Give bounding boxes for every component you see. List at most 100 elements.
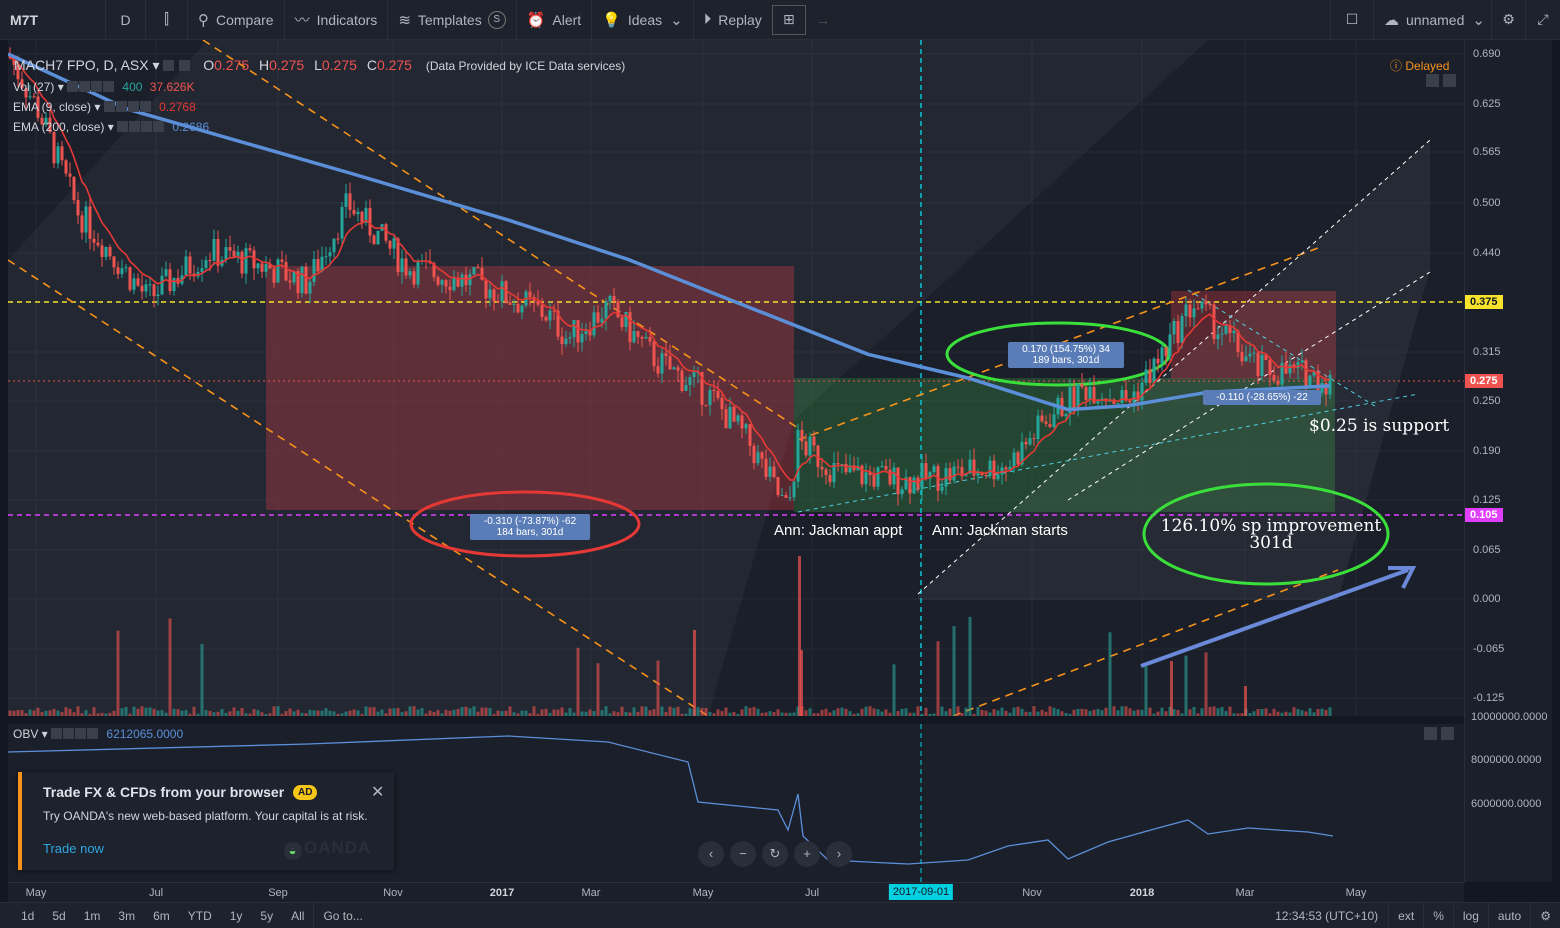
fullscreen-select-button[interactable]: ⊞ (771, 4, 806, 35)
delete-icon[interactable] (75, 728, 87, 739)
pane-splitter[interactable] (8, 716, 1464, 724)
log-toggle[interactable]: log (1452, 902, 1488, 928)
volume-bar (284, 711, 288, 716)
candle-body (1128, 400, 1132, 403)
replay-button[interactable]: ⏵ Replay (694, 0, 772, 40)
go-to-button[interactable]: Go to... (313, 902, 371, 928)
volume-bar (648, 710, 652, 716)
legend-eye-icon[interactable] (163, 60, 175, 71)
range-1y[interactable]: 1y (229, 908, 243, 923)
chevron-down-icon[interactable]: ▾ (148, 57, 164, 73)
price-chart-pane[interactable]: MACH7 FPO, D, ASX ▾ O0.275 H0.275 L0.275… (8, 40, 1464, 716)
range-5y[interactable]: 5y (260, 908, 274, 923)
candle-body (60, 146, 64, 161)
auto-toggle[interactable]: auto (1487, 902, 1530, 928)
ideas-button[interactable]: 💡 Ideas ⌄ (592, 0, 694, 40)
recent-downtrend (1187, 289, 1379, 409)
close-icon[interactable] (139, 101, 151, 112)
candle-body (80, 215, 84, 233)
obv-name[interactable]: OBV (13, 727, 39, 741)
compare-button[interactable]: ⚲ Compare (188, 0, 285, 40)
close-icon[interactable] (153, 121, 165, 132)
forward-arrow-button[interactable]: → (815, 11, 830, 28)
arrow-down-icon[interactable] (1443, 74, 1457, 87)
obv-pane-controls[interactable] (1424, 727, 1455, 742)
close-icon[interactable] (103, 81, 115, 92)
volume-bar (276, 706, 280, 716)
delete-icon[interactable] (141, 121, 153, 132)
templates-button[interactable]: ≋ Templates S (388, 0, 517, 40)
measure-down-label[interactable]: -0.310 (-73.87%) -62 184 bars, 301d (470, 514, 590, 540)
delete-icon[interactable] (127, 101, 139, 112)
snapshot-button[interactable]: ☐ (1330, 0, 1374, 40)
range-6m[interactable]: 6m (153, 908, 170, 923)
range-ytd[interactable]: YTD (187, 908, 212, 923)
expand-button[interactable]: ⤢ (1526, 0, 1560, 40)
oanda-logo[interactable]: ◒ OANDA (284, 838, 371, 860)
alert-button[interactable]: ⏰ Alert (517, 0, 593, 40)
ema9-name[interactable]: EMA (9, close) (13, 100, 92, 114)
chart-style-button[interactable]: ⫿ (146, 0, 188, 40)
arrow-down-icon[interactable] (1426, 74, 1439, 87)
gear-icon[interactable] (79, 81, 91, 92)
volume-name[interactable]: Vol (27) (13, 80, 55, 94)
symbol-search[interactable]: M7T (0, 0, 106, 40)
volume-bar (108, 712, 112, 716)
layout-button[interactable]: ☁ unnamed ⌄ (1374, 0, 1492, 40)
indicators-button[interactable]: 〰 Indicators (285, 0, 389, 40)
percent-toggle[interactable]: % (1423, 902, 1453, 928)
interval-selector[interactable]: D (106, 0, 146, 40)
improvement-note[interactable]: 126.10% sp improvement 301d (1154, 518, 1388, 552)
minimize-icon[interactable] (1441, 727, 1455, 740)
volume-bar (716, 709, 720, 716)
trade-now-link[interactable]: Trade now (43, 841, 104, 856)
delayed-badge[interactable]: ⓘ Delayed (1390, 57, 1449, 74)
candle-body (900, 489, 904, 495)
gear-icon[interactable] (63, 728, 75, 739)
settings-button[interactable]: ⚙ (1492, 0, 1526, 40)
candle-body (168, 269, 172, 292)
range-3m[interactable]: 3m (118, 908, 136, 923)
reset-button[interactable]: ↻ (762, 841, 788, 867)
scroll-left-button[interactable]: ‹ (698, 841, 724, 867)
gear-icon[interactable] (129, 121, 141, 132)
candle-body (920, 463, 924, 490)
eye-icon[interactable] (51, 728, 63, 739)
volume-bar (712, 713, 716, 716)
annotation-jackman-starts[interactable]: Ann: Jackman starts (932, 522, 1068, 539)
volume-bar (1024, 711, 1028, 716)
eye-icon[interactable] (67, 81, 79, 92)
volume-bar (812, 713, 816, 716)
close-icon[interactable] (87, 728, 99, 739)
time-axis[interactable]: May Jul Sep Nov 2017 Mar May Jul Nov 2018 Mar May 20… (8, 882, 1464, 902)
zoom-in-button[interactable]: + (794, 841, 820, 867)
clock[interactable]: 12:34:53 (UTC+10) (1275, 908, 1379, 923)
range-1m[interactable]: 1m (83, 908, 101, 923)
maximize-icon[interactable] (1424, 727, 1437, 740)
gear-icon[interactable]: ⚙ (1530, 902, 1560, 928)
candle-body (164, 269, 168, 276)
zoom-out-button[interactable]: − (730, 841, 756, 867)
eye-icon[interactable] (117, 121, 129, 132)
legend-settings-icon[interactable] (179, 60, 191, 71)
range-all[interactable]: All (291, 908, 305, 923)
measure-up-label[interactable]: 0.170 (154.75%) 34 189 bars, 301d (1008, 342, 1124, 368)
candle-body (104, 246, 108, 257)
volume-bar (392, 708, 396, 716)
ext-toggle[interactable]: ext (1388, 902, 1423, 928)
scale-arrows[interactable] (1426, 74, 1457, 89)
candle-body (1216, 334, 1220, 340)
annotation-jackman-appt[interactable]: Ann: Jackman appt (774, 522, 903, 539)
close-icon[interactable]: ✕ (371, 784, 385, 801)
support-note[interactable]: $0.25 is support (1309, 416, 1450, 436)
ema200-name[interactable]: EMA (200, close) (13, 120, 105, 134)
gear-icon[interactable] (115, 101, 127, 112)
measure-recent-label[interactable]: -0.110 (-28.65%) -22 (1203, 390, 1321, 405)
price-axis[interactable]: 0.690 0.625 0.565 0.500 0.440 0.375 0.315 0.250… (1464, 40, 1552, 882)
volume-bar (852, 713, 856, 716)
range-5d[interactable]: 5d (52, 908, 66, 923)
scroll-right-button[interactable]: › (826, 841, 852, 867)
eye-icon[interactable] (103, 101, 115, 112)
delete-icon[interactable] (91, 81, 103, 92)
range-1d[interactable]: 1d (21, 908, 35, 923)
